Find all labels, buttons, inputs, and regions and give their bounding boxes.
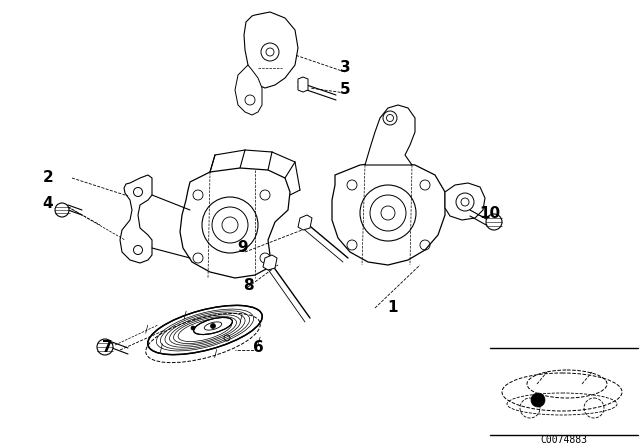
Polygon shape: [298, 77, 308, 92]
Polygon shape: [445, 183, 485, 220]
Text: C0074883: C0074883: [541, 435, 588, 445]
Polygon shape: [244, 12, 298, 88]
Polygon shape: [180, 168, 290, 278]
Ellipse shape: [148, 306, 262, 355]
Polygon shape: [332, 162, 445, 265]
Text: 3: 3: [340, 60, 350, 76]
Text: 2: 2: [43, 171, 53, 185]
Circle shape: [486, 214, 502, 230]
Text: 6: 6: [253, 340, 264, 356]
Polygon shape: [235, 65, 262, 115]
Text: 10: 10: [479, 206, 500, 220]
Circle shape: [531, 393, 545, 407]
Circle shape: [211, 323, 216, 328]
Polygon shape: [298, 215, 312, 230]
Text: 5: 5: [340, 82, 350, 98]
Text: 4: 4: [43, 195, 53, 211]
Polygon shape: [263, 255, 277, 270]
Text: 8: 8: [243, 277, 253, 293]
Text: 9: 9: [237, 241, 248, 255]
Circle shape: [97, 339, 113, 355]
Text: 7: 7: [102, 340, 112, 356]
Text: 1: 1: [388, 301, 398, 315]
Circle shape: [191, 326, 195, 330]
Circle shape: [55, 203, 69, 217]
Ellipse shape: [193, 318, 232, 335]
Polygon shape: [120, 175, 152, 263]
Polygon shape: [365, 105, 415, 165]
